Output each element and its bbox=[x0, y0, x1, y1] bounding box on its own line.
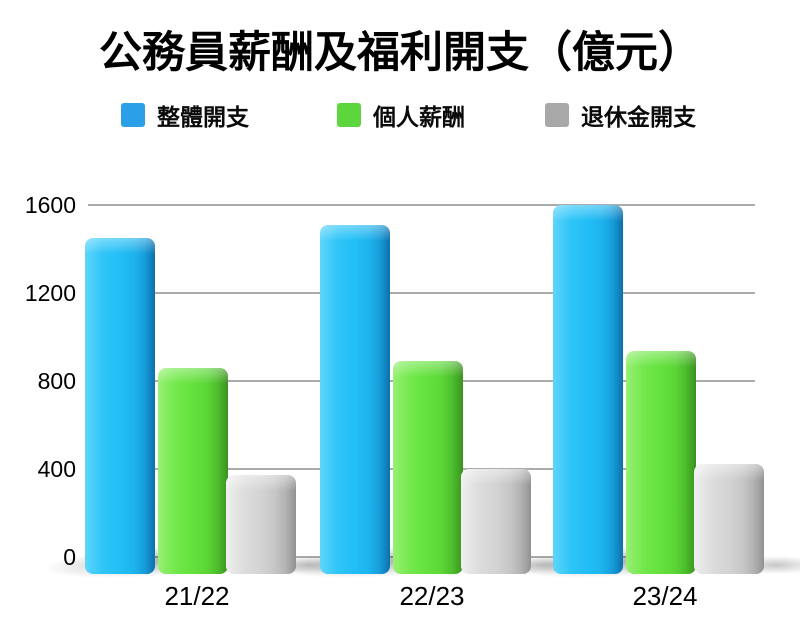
bar-overall-expenditure-22-23 bbox=[320, 224, 390, 574]
gridline-1200 bbox=[88, 292, 755, 294]
bar-overall-expenditure-21-22 bbox=[85, 238, 155, 574]
bar-pension-expenditure-23-24 bbox=[694, 463, 764, 574]
bar-personal-salary-21-22 bbox=[158, 367, 228, 574]
y-axis-tick-label: 800 bbox=[37, 368, 76, 394]
bar-personal-salary-23-24 bbox=[626, 351, 696, 574]
legend-swatch-overall-icon bbox=[121, 103, 145, 127]
legend-item-pension: 退休金開支 bbox=[545, 102, 696, 130]
bar-pension-expenditure-22-23 bbox=[461, 469, 531, 574]
legend-swatch-salary-icon bbox=[337, 103, 361, 127]
legend-item-overall: 整體開支 bbox=[121, 102, 249, 130]
bar-overall-expenditure-23-24 bbox=[553, 205, 623, 574]
bar-personal-salary-22-23 bbox=[393, 361, 463, 574]
legend-label-salary: 個人薪酬 bbox=[373, 104, 465, 130]
y-axis-tick-label: 1600 bbox=[24, 192, 76, 218]
legend-swatch-pension-icon bbox=[545, 103, 569, 127]
y-axis-tick-label: 0 bbox=[63, 544, 76, 570]
x-axis-category-label: 22/23 bbox=[399, 581, 465, 611]
bar-pension-expenditure-21-22 bbox=[226, 474, 296, 574]
chart-title: 公務員薪酬及福利開支（億元） bbox=[99, 29, 701, 77]
y-axis-tick-label: 1200 bbox=[24, 280, 76, 306]
x-axis-category-label: 21/22 bbox=[164, 581, 230, 611]
legend-item-salary: 個人薪酬 bbox=[337, 102, 465, 130]
gridline-1600 bbox=[88, 204, 755, 206]
x-axis-category-label: 23/24 bbox=[632, 581, 698, 611]
legend-label-pension: 退休金開支 bbox=[581, 104, 696, 130]
y-axis-tick-label: 400 bbox=[37, 456, 76, 482]
legend-label-overall: 整體開支 bbox=[157, 104, 249, 130]
